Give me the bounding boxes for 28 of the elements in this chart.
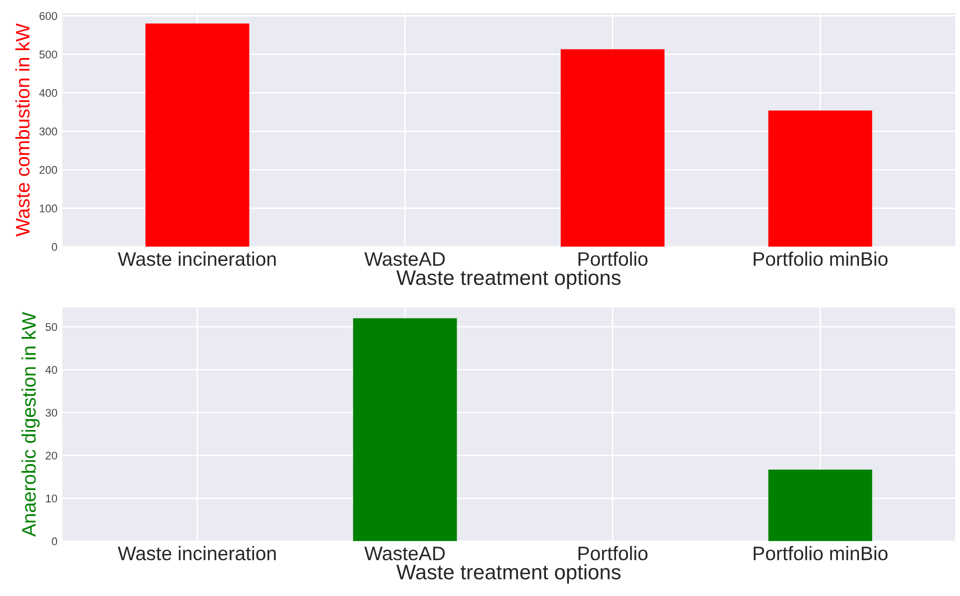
y-tick-label: 30	[46, 408, 58, 417]
x-tick-label: Portfolio	[578, 546, 648, 560]
x-tick-label: Portfolio	[578, 252, 648, 266]
x-tick-label: Waste incineration	[118, 252, 276, 266]
y-tick-label: 300	[39, 128, 58, 136]
y-tick-label: 20	[46, 452, 58, 460]
y-tick-label: 200	[40, 166, 58, 174]
x-tick-label: Portfolio minBio	[754, 546, 888, 560]
x-axis-title: Waste treatment options	[396, 270, 621, 290]
bar	[560, 49, 665, 247]
y-tick-label: 10	[46, 494, 58, 502]
y-axis-title: Waste combustion in kW	[15, 23, 30, 236]
y-tick-label: 600	[40, 12, 58, 20]
y-tick-label: 400	[39, 89, 58, 97]
x-tick-label: Waste incineration	[118, 546, 276, 560]
bar	[768, 110, 872, 247]
y-tick-label: 100	[40, 204, 58, 212]
y-tick-label: 0	[52, 243, 58, 251]
bar	[145, 24, 250, 247]
x-axis-title: Waste treatment options	[396, 564, 621, 584]
y-tick-label: 40	[45, 366, 58, 374]
x-tick-label: Portfolio minBio	[754, 252, 888, 266]
x-tick-label: WasteAD	[364, 546, 445, 560]
x-tick-label: WasteAD	[364, 252, 445, 266]
y-tick-label: 500	[39, 50, 58, 58]
y-tick-label: 50	[46, 323, 58, 331]
y-axis-title: Anaerobic digestion in kW	[22, 312, 40, 537]
y-tick-label: 0	[52, 537, 58, 546]
